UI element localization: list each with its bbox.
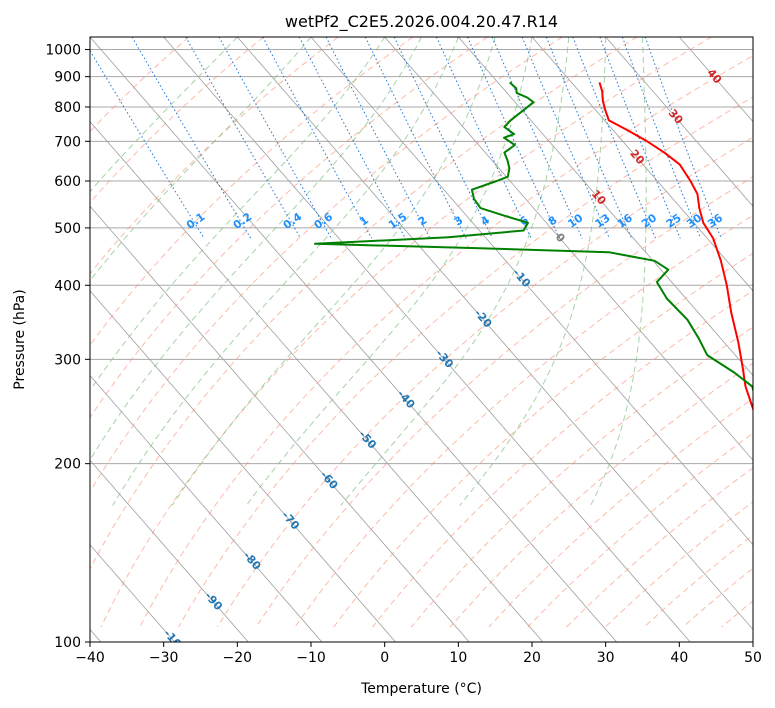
dry-adiabat-m10 [90,37,339,275]
dry-adiabat-m30 [90,37,190,133]
moist-adiabat-0 [90,37,386,392]
moist-adiabats [90,37,647,506]
x-tick-label-0: 0 [380,650,389,666]
dry-adiabat-0 [90,37,414,346]
isotherm-m50 [90,121,544,642]
moist-adiabat-m10 [90,37,312,282]
mixing-ratio-line-0p1 [90,49,205,239]
y-tick-label-100: 100 [54,635,81,651]
mixing-ratio-lines [90,37,722,239]
isotherm-grid [90,37,753,642]
isotherm-m80 [90,374,323,642]
axes: −40 −30 −20 −10 0 10 20 30 40 50 100 200 300 400 500 60… [45,43,762,666]
y-tick-label-700: 700 [54,134,81,150]
y-tick-label-400: 400 [54,278,81,294]
x-tick-label-m30: −30 [149,650,179,666]
isotherm-30 [605,37,753,207]
series-dewpoint [314,81,753,394]
x-tick-label-m10: −10 [296,650,326,666]
isotherm-m30 [163,37,691,642]
mixing-ratio-line-13 [521,37,610,239]
dry-adiabat-20 [90,37,563,493]
x-tick-label-20: 20 [523,650,541,666]
x-tick-label-10: 10 [449,650,467,666]
moist-adiabat-25 [340,37,570,506]
mixing-ratio-line-0p2 [131,37,252,239]
y-tick-label-1000: 1000 [45,43,81,59]
mixing-ratio-line-0p6 [218,37,332,239]
y-tick-label-300: 300 [54,352,81,368]
dry-adiabat-120 [410,326,753,628]
mixing-ratio-line-16 [545,37,632,239]
isotherm-m60 [90,205,470,642]
isotherm-m70 [90,290,396,642]
moist-adiabat-5 [90,37,422,461]
y-tick-label-200: 200 [54,457,81,473]
dry-adiabat-50 [139,55,753,628]
y-tick-label-600: 600 [54,174,81,190]
dry-adiabat-m20 [90,37,264,204]
mixing-ratio-line-8 [467,37,561,239]
y-axis-title: Pressure (hPa) [12,289,28,389]
sounding-profiles [314,81,753,412]
x-tick-label-50: 50 [744,650,762,666]
isotherm-10 [458,37,753,377]
plot-frame [89,36,754,643]
dry-adiabat-30 [90,37,638,571]
x-tick-label-m40: −40 [75,650,105,666]
x-tick-label-30: 30 [597,650,615,666]
mixing-ratio-line-4 [393,37,494,239]
isotherm-20 [531,37,753,292]
x-axis-title: Temperature (°C) [360,681,482,697]
moist-adiabat-15 [171,37,496,506]
series-temperature [598,82,753,412]
y-tick-label-900: 900 [54,70,81,86]
mixing-ratio-line-36 [644,37,722,239]
mixing-ratio-line-1 [262,37,373,239]
dry-adiabat-40 [100,37,712,628]
moist-adiabat-10 [112,37,459,506]
x-tick-label-m20: −20 [223,650,253,666]
dry-adiabats [90,37,753,628]
mixing-ratio-line-0p4 [185,37,302,239]
isotherm-m20 [237,37,753,631]
mixing-ratio-line-10 [491,37,583,239]
y-tick-label-500: 500 [54,221,81,237]
dry-adiabat-10 [90,37,488,419]
dry-adiabat-130 [449,362,753,628]
dry-adiabat-110 [372,289,753,628]
mixing-ratio-line-3 [364,37,467,239]
moist-adiabat-m20 [90,37,238,193]
isotherm-0 [384,37,753,461]
y-tick-label-800: 800 [54,100,81,116]
x-tick-label-40: 40 [670,650,688,666]
isotherm-m90 [90,459,249,642]
moist-adiabat-20 [245,37,533,506]
chart-title: wetPf2_C2E5.2026.004.20.47.R14 [285,12,558,32]
moist-adiabat-30 [459,37,607,506]
isotherm-m40 [90,37,617,642]
